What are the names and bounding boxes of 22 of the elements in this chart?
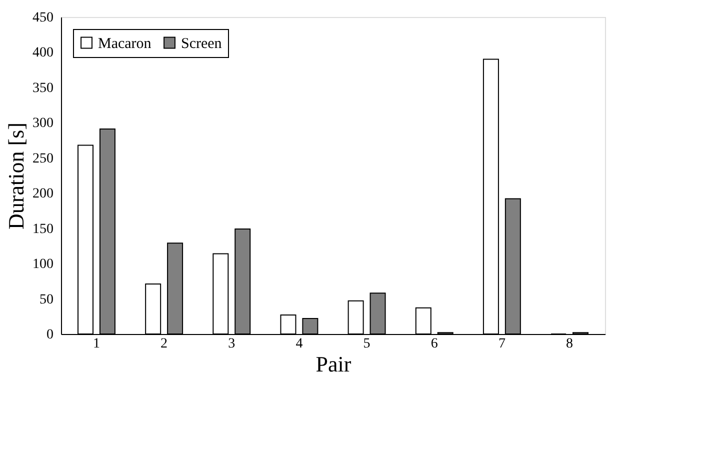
y-tick-label: 150 <box>32 222 54 237</box>
x-tick-label: 2 <box>160 336 168 352</box>
x-tick-label: 1 <box>92 336 100 352</box>
x-tick-label: 7 <box>498 336 506 352</box>
x-tick-label: 4 <box>296 336 303 352</box>
x-tick-label: 6 <box>430 336 438 352</box>
y-tick-label: 350 <box>32 80 54 96</box>
x-tick-label: 5 <box>363 336 370 352</box>
y-tick-label: 250 <box>32 151 54 166</box>
legend-label: Macaron <box>98 36 152 52</box>
y-tick-label: 450 <box>32 10 54 26</box>
y-tick-label: 0 <box>46 328 54 342</box>
y-tick-label: 100 <box>32 257 54 272</box>
x-tick-label: 3 <box>228 336 236 352</box>
x-axis-title: Pair <box>316 352 352 376</box>
y-tick-label: 400 <box>32 46 54 61</box>
y-axis-title: Duration [s] <box>4 122 28 230</box>
y-tick-label: 50 <box>40 292 54 308</box>
legend-label: Screen <box>181 36 222 52</box>
y-tick-label: 200 <box>32 186 54 202</box>
y-tick-label: 300 <box>32 116 54 132</box>
x-tick-label: 8 <box>566 336 574 352</box>
